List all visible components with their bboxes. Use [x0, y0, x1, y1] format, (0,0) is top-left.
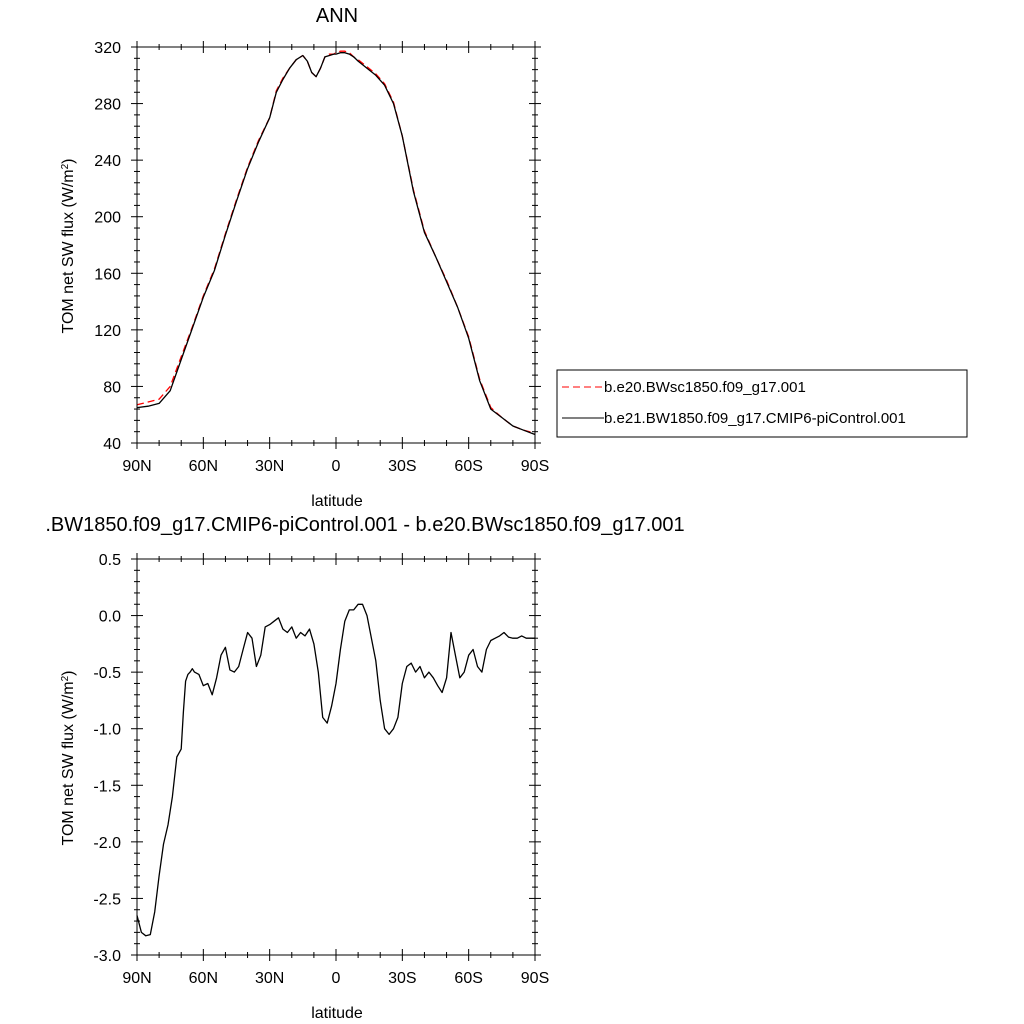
- y-tick-label: 0.5: [99, 552, 121, 569]
- x-tick-label: 30S: [388, 970, 416, 987]
- y-tick-label: 280: [94, 97, 121, 114]
- y-tick-label: -3.0: [93, 948, 121, 965]
- series-line-1: [136, 603, 535, 937]
- x-tick-label: 90S: [521, 970, 549, 987]
- x-tick-label: 90N: [122, 970, 151, 987]
- y-tick-label: 320: [94, 40, 121, 57]
- plot-frame: [136, 558, 536, 956]
- y-tick-label: 160: [94, 266, 121, 283]
- x-tick-label: 90N: [122, 458, 151, 475]
- chart-title: ANN: [316, 5, 358, 27]
- chart-annual-flux: ANN 90N 60N 30N 0 30S 60S 90S 40 80 120 160 200 240…: [60, 5, 968, 510]
- x-axis-title: latitude: [311, 493, 363, 510]
- y-axis-title: TOM net SW flux (W/m2): [60, 670, 78, 845]
- legend: b.e20.BWsc1850.f09_g17.001 b.e21.BW1850.…: [556, 369, 968, 438]
- series-line-1: [136, 50, 536, 434]
- series-lines: [136, 50, 536, 436]
- y-tick-label: 120: [94, 323, 121, 340]
- chart-title: .BW1850.f09_g17.CMIP6-piControl.001 - b.…: [45, 514, 684, 536]
- x-tick-label: 90S: [521, 458, 549, 475]
- x-tick-label: 0: [332, 458, 341, 475]
- y-tick-label: 40: [103, 436, 121, 453]
- x-tick-labels: 90N 60N 30N 0 30S 60S 90S: [122, 970, 549, 987]
- y-tick-label: 80: [103, 379, 121, 396]
- plot-frame: [136, 46, 536, 444]
- chart-difference: .BW1850.f09_g17.CMIP6-piControl.001 - b.…: [45, 514, 684, 1022]
- x-tick-label: 30S: [388, 458, 416, 475]
- x-tick-label: 30N: [255, 970, 284, 987]
- axis-ticks: [131, 41, 541, 449]
- y-tick-label: 200: [94, 210, 121, 227]
- legend-label-w1850: b.e21.BW1850.f09_g17.CMIP6-piControl.001: [604, 410, 906, 427]
- y-tick-labels: 0.5 0.0 -0.5 -1.0 -1.5 -2.0 -2.5 -3.0: [93, 552, 121, 965]
- legend-label-wsc1850: b.e20.BWsc1850.f09_g17.001: [604, 379, 806, 396]
- x-tick-label: 0: [332, 970, 341, 987]
- y-tick-label: -1.5: [93, 778, 121, 795]
- series-lines: [136, 603, 535, 937]
- y-tick-label: -2.5: [93, 891, 121, 908]
- y-tick-label: -1.0: [93, 722, 121, 739]
- legend-box: [556, 369, 968, 438]
- y-axis-title: TOM net SW flux (W/m2): [60, 158, 78, 333]
- x-tick-label: 60S: [454, 458, 482, 475]
- x-axis-title: latitude: [311, 1005, 363, 1022]
- y-tick-labels: 40 80 120 160 200 240 280 320: [94, 40, 121, 453]
- x-tick-label: 30N: [255, 458, 284, 475]
- x-tick-label: 60N: [189, 458, 218, 475]
- axis-ticks: [131, 553, 541, 961]
- y-tick-label: -2.0: [93, 835, 121, 852]
- x-tick-labels: 90N 60N 30N 0 30S 60S 90S: [122, 458, 549, 475]
- y-tick-label: -0.5: [93, 665, 121, 682]
- series-line-2: [136, 52, 536, 436]
- y-tick-label: 240: [94, 153, 121, 170]
- x-tick-label: 60N: [189, 970, 218, 987]
- x-tick-label: 60S: [454, 970, 482, 987]
- y-tick-label: 0.0: [99, 609, 121, 626]
